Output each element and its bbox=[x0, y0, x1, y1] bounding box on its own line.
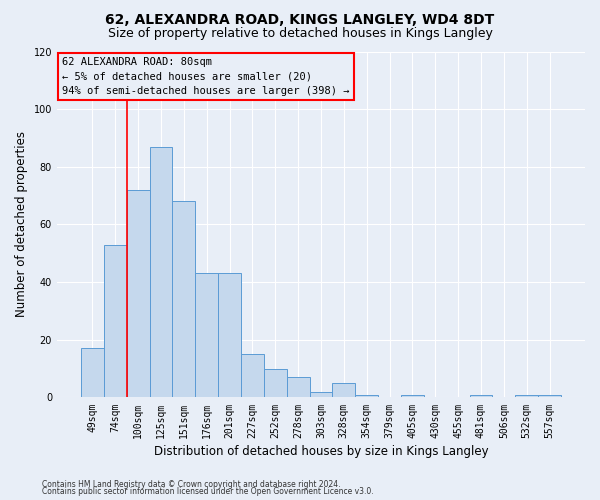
Text: Contains public sector information licensed under the Open Government Licence v3: Contains public sector information licen… bbox=[42, 488, 374, 496]
Bar bbox=[515, 394, 538, 398]
Y-axis label: Number of detached properties: Number of detached properties bbox=[15, 132, 28, 318]
Text: Size of property relative to detached houses in Kings Langley: Size of property relative to detached ho… bbox=[107, 28, 493, 40]
Bar bbox=[538, 394, 561, 398]
Bar bbox=[355, 394, 378, 398]
Bar bbox=[241, 354, 264, 398]
Bar bbox=[81, 348, 104, 398]
Bar bbox=[218, 274, 241, 398]
Bar bbox=[264, 368, 287, 398]
Bar bbox=[310, 392, 332, 398]
Text: 62, ALEXANDRA ROAD, KINGS LANGLEY, WD4 8DT: 62, ALEXANDRA ROAD, KINGS LANGLEY, WD4 8… bbox=[106, 12, 494, 26]
Bar bbox=[172, 202, 195, 398]
Bar bbox=[287, 378, 310, 398]
Bar bbox=[470, 394, 493, 398]
Text: Contains HM Land Registry data © Crown copyright and database right 2024.: Contains HM Land Registry data © Crown c… bbox=[42, 480, 341, 489]
Bar bbox=[401, 394, 424, 398]
Bar bbox=[104, 244, 127, 398]
Bar bbox=[195, 274, 218, 398]
Text: 62 ALEXANDRA ROAD: 80sqm
← 5% of detached houses are smaller (20)
94% of semi-de: 62 ALEXANDRA ROAD: 80sqm ← 5% of detache… bbox=[62, 56, 350, 96]
Bar bbox=[127, 190, 149, 398]
Bar bbox=[149, 146, 172, 398]
Bar bbox=[332, 383, 355, 398]
X-axis label: Distribution of detached houses by size in Kings Langley: Distribution of detached houses by size … bbox=[154, 444, 488, 458]
